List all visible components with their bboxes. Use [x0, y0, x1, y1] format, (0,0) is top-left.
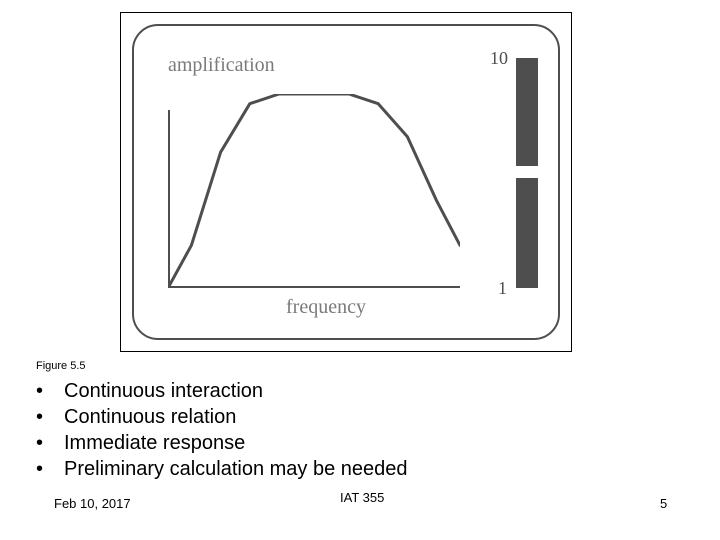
slide: amplification frequency 10 1 Figure 5.5 …: [0, 0, 720, 540]
bullet-dot: •: [36, 378, 64, 404]
list-item-text: Immediate response: [64, 430, 245, 456]
figure-caption: Figure 5.5: [36, 360, 86, 372]
bullet-dot: •: [36, 404, 64, 430]
slider-top-label: 10: [490, 48, 508, 69]
list-item: •Immediate response: [36, 430, 408, 456]
x-axis-label: frequency: [286, 296, 366, 319]
list-item: •Continuous relation: [36, 404, 408, 430]
list-item-text: Continuous interaction: [64, 378, 263, 404]
footer-date: Feb 10, 2017: [54, 496, 131, 511]
footer-course: IAT 355: [340, 490, 384, 505]
list-item-text: Preliminary calculation may be needed: [64, 456, 408, 482]
list-item-text: Continuous relation: [64, 404, 236, 430]
slider-thumb[interactable]: [516, 166, 538, 178]
list-item: •Continuous interaction: [36, 378, 408, 404]
bullet-list: •Continuous interaction•Continuous relat…: [36, 378, 408, 482]
bullet-dot: •: [36, 456, 64, 482]
footer-page: 5: [660, 496, 667, 511]
y-axis-label: amplification: [168, 54, 275, 77]
slider-bottom-label: 1: [498, 278, 507, 299]
bullet-dot: •: [36, 430, 64, 456]
amplification-curve: [168, 94, 460, 288]
list-item: •Preliminary calculation may be needed: [36, 456, 408, 482]
